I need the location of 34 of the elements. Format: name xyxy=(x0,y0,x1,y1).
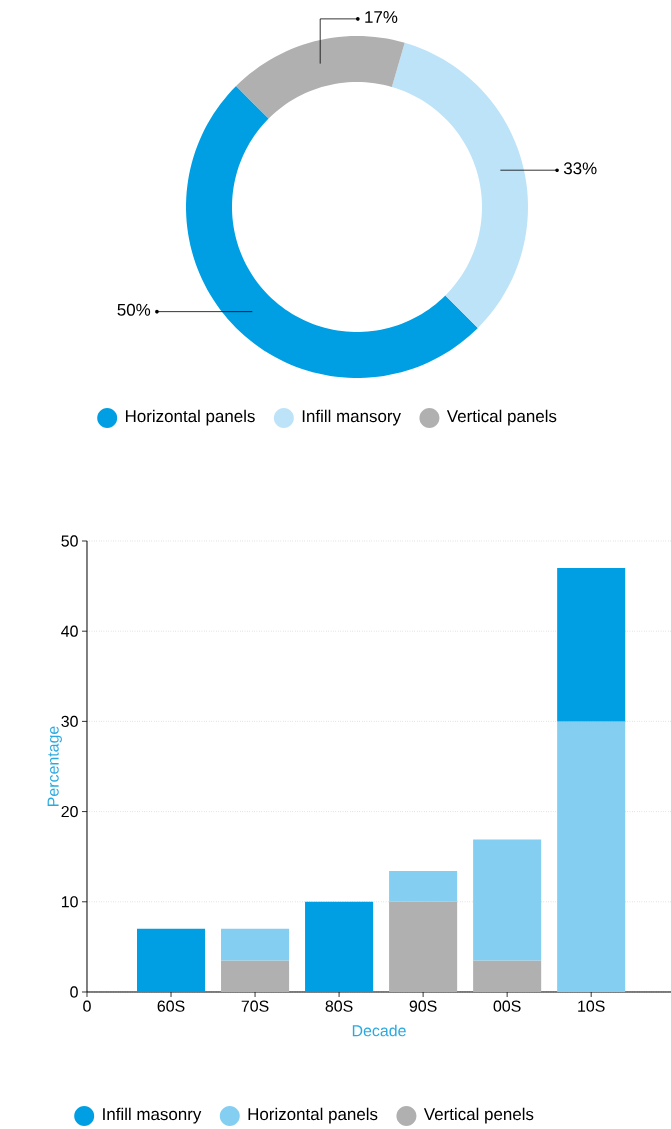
legend-label: Horizontal panels xyxy=(125,409,255,426)
x-tick-label: 70S xyxy=(241,1000,269,1012)
bar xyxy=(557,568,626,722)
data-label: 50% xyxy=(117,303,151,316)
y-tick-label: 0 xyxy=(70,986,78,998)
x-axis-title: Decade xyxy=(352,1024,406,1037)
bar xyxy=(137,928,206,992)
legend-label: Infill mansory xyxy=(302,409,401,426)
legend-label: Vertical panels xyxy=(446,409,557,426)
x-tick-label: 90S xyxy=(409,1000,437,1012)
bar xyxy=(473,960,542,992)
x-tick-label: 10S xyxy=(578,1000,605,1012)
bar xyxy=(473,839,542,961)
bar xyxy=(221,960,290,992)
bar xyxy=(389,901,458,992)
x-tick-label: 0 xyxy=(83,1000,91,1012)
y-tick-label: 10 xyxy=(61,896,78,908)
y-tick-label: 30 xyxy=(61,715,78,728)
legend-label: Infill masonry xyxy=(103,1107,202,1124)
y-tick-label: 50 xyxy=(61,535,78,547)
bar xyxy=(557,721,626,992)
y-tick-label: 40 xyxy=(61,625,78,637)
bar xyxy=(221,928,290,961)
data-label: 33% xyxy=(563,162,597,175)
y-axis-title: Percentage xyxy=(47,726,62,806)
x-tick-label: 60S xyxy=(157,1000,185,1012)
y-tick-label: 20 xyxy=(61,805,78,818)
x-tick-label: 00S xyxy=(493,1000,521,1012)
bar xyxy=(305,901,374,992)
legend-label: Vertical penels xyxy=(423,1107,534,1124)
x-tick-label: 80S xyxy=(325,1000,353,1012)
bar xyxy=(389,871,458,902)
legend-label: Horizontal panels xyxy=(248,1107,378,1124)
data-label: 17% xyxy=(365,11,398,23)
